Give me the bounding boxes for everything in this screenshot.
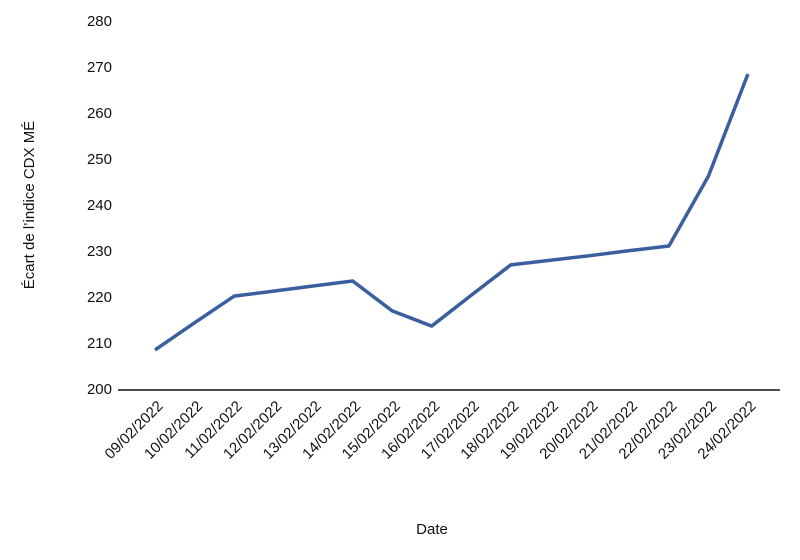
- y-tick-label: 270: [87, 59, 112, 76]
- line-series: [154, 73, 750, 352]
- x-axis-title: Date: [416, 521, 448, 538]
- y-axis-title: Écart de l’indice CDX MÉ: [21, 121, 38, 289]
- y-tick-label: 280: [87, 13, 112, 30]
- y-tick-label: 250: [87, 151, 112, 168]
- y-tick-label: 210: [87, 335, 112, 352]
- y-tick-label: 200: [87, 381, 112, 398]
- y-tick-label: 220: [87, 289, 112, 306]
- y-tick-label: 260: [87, 105, 112, 122]
- y-tick-label: 230: [87, 243, 112, 260]
- y-tick-label: 240: [87, 197, 112, 214]
